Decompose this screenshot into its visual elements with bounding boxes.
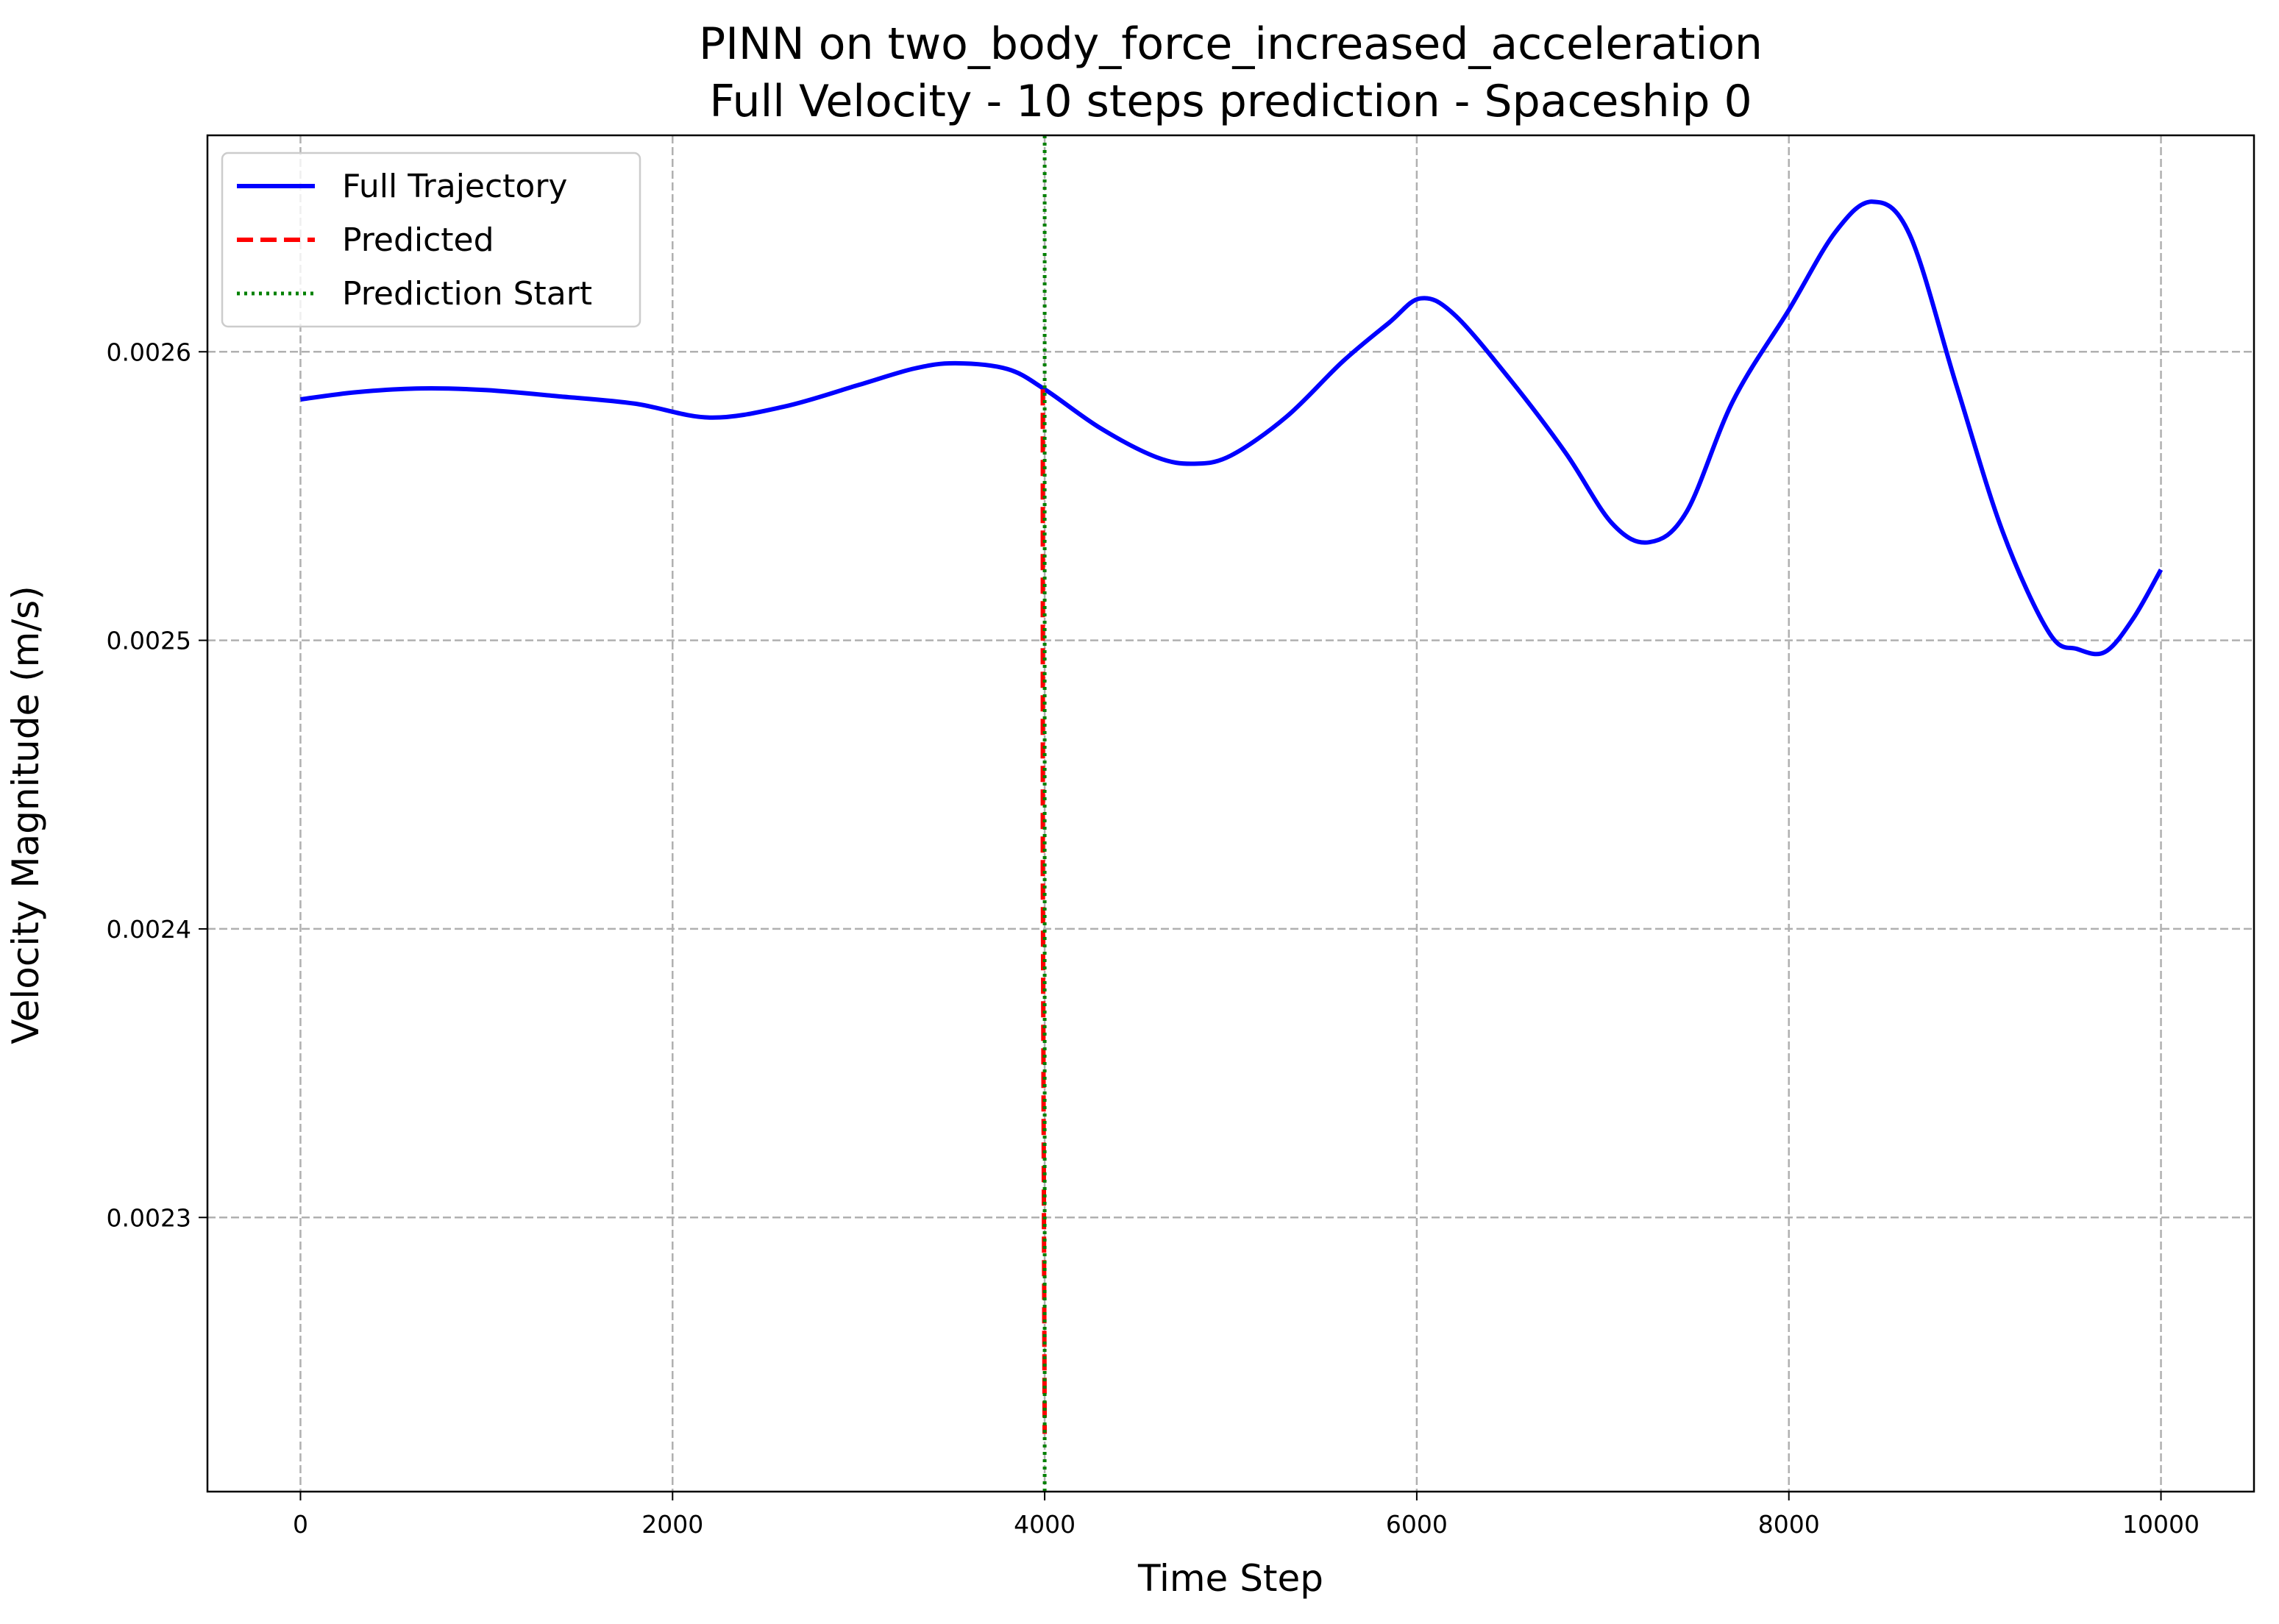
legend-label: Prediction Start xyxy=(342,275,592,313)
legend: Full Trajectory Predicted Prediction Start xyxy=(221,152,641,328)
chart-subtitle: Full Velocity - 10 steps prediction - Sp… xyxy=(709,76,1752,127)
y-axis-ticks: 0.0023 0.0024 0.0025 0.0026 xyxy=(107,338,207,1232)
x-tick-label: 8000 xyxy=(1758,1510,1820,1539)
y-tick-label: 0.0024 xyxy=(107,915,191,944)
x-tick-label: 6000 xyxy=(1386,1510,1448,1539)
plot-frame xyxy=(206,134,2255,1493)
legend-box xyxy=(221,152,641,328)
chart-title: PINN on two_body_force_increased_acceler… xyxy=(699,18,1763,70)
series-full-trajectory-line xyxy=(300,199,2164,657)
x-axis-label: Time Step xyxy=(1137,1557,1323,1600)
y-tick-label: 0.0025 xyxy=(107,627,191,655)
x-tick-label: 2000 xyxy=(641,1510,703,1539)
y-tick-label: 0.0023 xyxy=(107,1203,191,1232)
legend-label: Predicted xyxy=(342,221,494,259)
plot-series xyxy=(300,135,2164,1492)
y-tick-label: 0.0026 xyxy=(107,338,191,366)
legend-label: Full Trajectory xyxy=(342,168,567,205)
x-tick-label: 4000 xyxy=(1014,1510,1075,1539)
x-tick-label: 10000 xyxy=(2122,1510,2200,1539)
x-tick-label: 0 xyxy=(293,1510,308,1539)
x-axis-ticks: 0 2000 4000 6000 8000 10000 xyxy=(293,1492,2200,1539)
y-axis-label: Velocity Magnitude (m/s) xyxy=(4,585,47,1044)
